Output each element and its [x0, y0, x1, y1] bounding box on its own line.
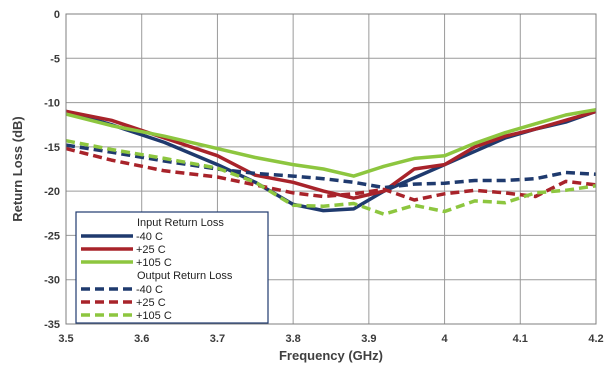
series-line-output-plus105c [65, 138, 597, 216]
x-tick-label: 3.5 [58, 333, 73, 345]
series-line-input-plus25c [65, 109, 597, 200]
y-tick-label: -35 [44, 319, 60, 331]
legend-label-input-plus25: +25 C [136, 244, 166, 256]
y-axis-ticks: 0 -5 -10 -15 -20 -25 -30 -35 [44, 9, 60, 331]
x-axis-title: Frequency (GHz) [279, 348, 383, 363]
x-tick-label: 4 [442, 333, 449, 345]
legend-label-input-minus40: -40 C [136, 231, 163, 243]
x-tick-label: 4.2 [588, 333, 603, 345]
y-tick-label: -10 [44, 98, 60, 110]
x-tick-label: 3.9 [361, 333, 376, 345]
legend-label-output-plus105: +105 C [136, 310, 172, 322]
y-tick-label: -25 [44, 230, 60, 242]
series-line-input-plus105c [65, 107, 597, 178]
series-line-output-plus25c [65, 146, 597, 202]
x-axis-ticks: 3.5 3.6 3.7 3.8 3.9 4 4.1 4.2 [58, 333, 603, 345]
y-tick-label: -20 [44, 186, 60, 198]
x-tick-label: 3.6 [134, 333, 149, 345]
x-tick-label: 3.8 [285, 333, 300, 345]
y-tick-label: -5 [50, 53, 60, 65]
legend-box [75, 211, 269, 324]
legend-group-output: Output Return Loss [137, 270, 233, 282]
x-tick-label: 4.1 [513, 333, 528, 345]
y-axis-title: Return Loss (dB) [10, 116, 25, 221]
legend-label-output-plus25: +25 C [136, 297, 166, 309]
x-tick-label: 3.7 [210, 333, 225, 345]
y-tick-label: 0 [54, 9, 60, 21]
legend-group-input: Input Return Loss [137, 217, 224, 229]
legend: Input Return Loss -40 C +25 C +105 C Out… [75, 211, 269, 324]
series-lines [65, 107, 597, 216]
plot-frame [65, 13, 597, 325]
legend-label-output-minus40: -40 C [136, 284, 163, 296]
y-tick-label: -30 [44, 275, 60, 287]
y-tick-label: -15 [44, 142, 60, 154]
legend-label-input-plus105: +105 C [136, 257, 172, 269]
